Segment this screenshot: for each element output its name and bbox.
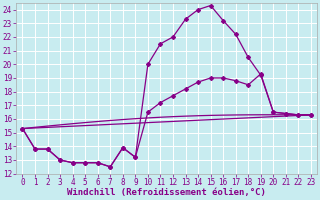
X-axis label: Windchill (Refroidissement éolien,°C): Windchill (Refroidissement éolien,°C) (67, 188, 266, 197)
